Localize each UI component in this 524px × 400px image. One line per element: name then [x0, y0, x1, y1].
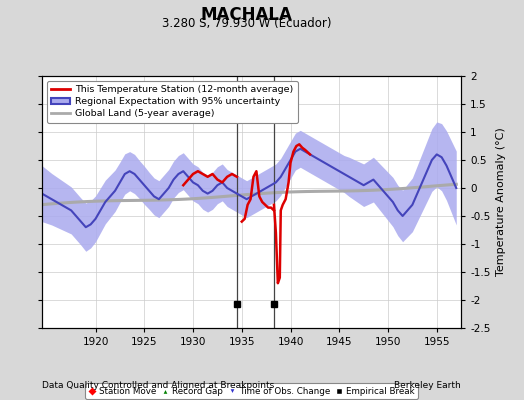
Text: Data Quality Controlled and Aligned at Breakpoints: Data Quality Controlled and Aligned at B…: [42, 381, 274, 390]
Legend: Station Move, Record Gap, Time of Obs. Change, Empirical Break: Station Move, Record Gap, Time of Obs. C…: [85, 383, 418, 399]
Text: Berkeley Earth: Berkeley Earth: [395, 381, 461, 390]
Text: MACHALA: MACHALA: [200, 6, 292, 24]
Y-axis label: Temperature Anomaly (°C): Temperature Anomaly (°C): [496, 128, 506, 276]
Text: 3.280 S, 79.930 W (Ecuador): 3.280 S, 79.930 W (Ecuador): [161, 17, 331, 30]
